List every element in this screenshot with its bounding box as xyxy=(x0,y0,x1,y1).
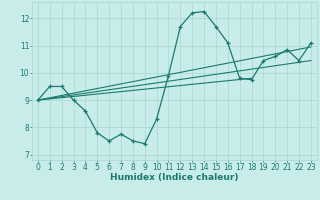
X-axis label: Humidex (Indice chaleur): Humidex (Indice chaleur) xyxy=(110,173,239,182)
